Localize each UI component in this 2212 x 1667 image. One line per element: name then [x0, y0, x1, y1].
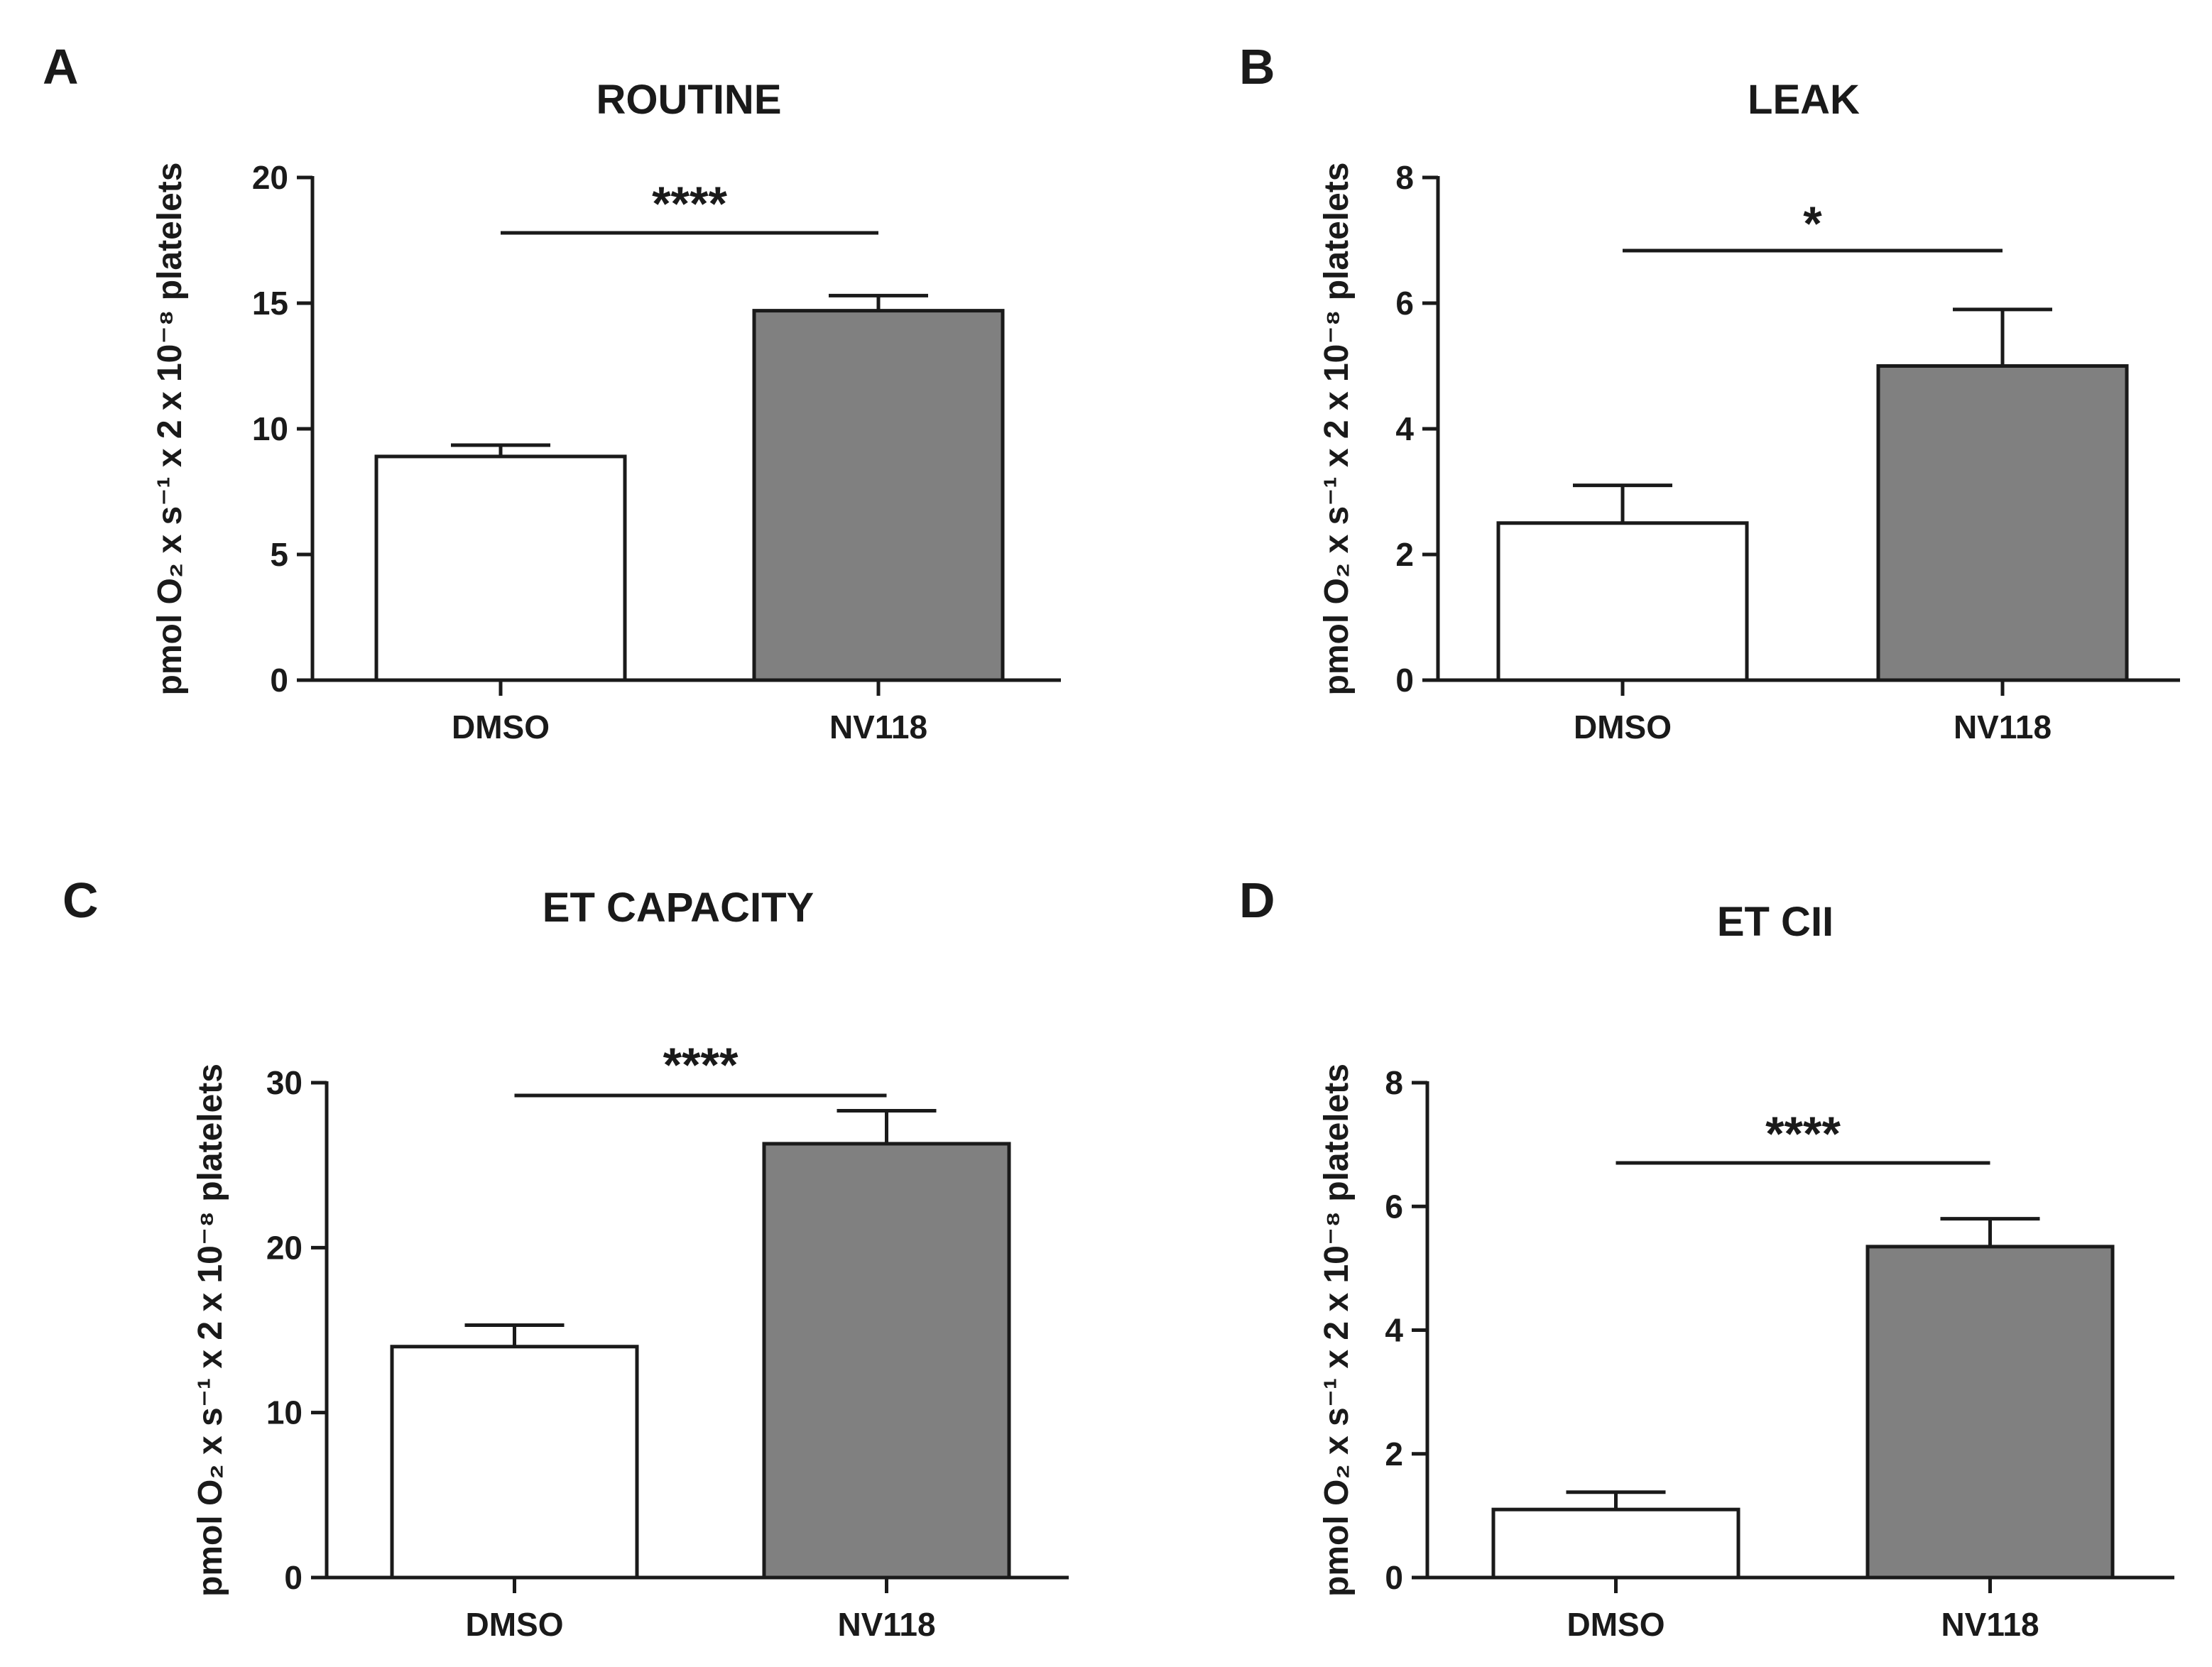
- significance-label: *: [1803, 197, 1822, 251]
- x-category-label: DMSO: [1574, 709, 1672, 745]
- y-axis-label: pmol O₂ x s⁻¹ x 2 x 10⁻⁸ platelets: [192, 1064, 229, 1597]
- panel-letter: A: [43, 39, 79, 94]
- x-category-label: NV118: [1941, 1606, 2039, 1643]
- y-tick-label: 15: [252, 285, 288, 322]
- significance-label: ****: [652, 177, 727, 231]
- panel-letter: D: [1239, 873, 1275, 928]
- x-category-label: NV118: [829, 709, 927, 745]
- y-tick-label: 0: [284, 1559, 303, 1596]
- y-tick-label: 8: [1385, 1064, 1403, 1101]
- bar-dmso: [390, 1345, 639, 1580]
- y-tick-label: 20: [252, 159, 288, 196]
- y-tick-label: 6: [1385, 1188, 1403, 1225]
- x-category-label: DMSO: [1567, 1606, 1665, 1643]
- bar-dmso: [1491, 1507, 1740, 1580]
- chart-title: LEAK: [1748, 77, 1860, 123]
- panel-letter: C: [62, 873, 99, 928]
- y-tick-label: 10: [252, 410, 288, 447]
- y-tick-label: 0: [270, 662, 288, 699]
- x-category-label: DMSO: [452, 709, 550, 745]
- x-category-label: NV118: [1954, 709, 2052, 745]
- bar-dmso: [1496, 521, 1749, 682]
- y-axis-label: pmol O₂ x s⁻¹ x 2 x 10⁻⁸ platelets: [1318, 163, 1356, 696]
- panel-letter: B: [1239, 39, 1275, 94]
- y-tick-label: 5: [270, 536, 288, 573]
- chart-title: ROUTINE: [596, 77, 782, 123]
- y-tick-label: 2: [1395, 536, 1414, 573]
- x-category-label: NV118: [837, 1606, 935, 1643]
- bar-nv118: [762, 1142, 1011, 1580]
- y-axis-label: pmol O₂ x s⁻¹ x 2 x 10⁻⁸ platelets: [1318, 1064, 1356, 1597]
- significance-label: ****: [663, 1038, 739, 1092]
- bar-nv118: [1865, 1245, 2115, 1580]
- significance-label: ****: [1765, 1107, 1841, 1161]
- bar-nv118: [752, 309, 1005, 682]
- y-tick-label: 4: [1395, 410, 1414, 447]
- y-tick-label: 0: [1385, 1559, 1403, 1596]
- y-tick-label: 20: [266, 1229, 303, 1266]
- y-tick-label: 4: [1385, 1312, 1403, 1349]
- y-tick-label: 0: [1395, 662, 1414, 699]
- bar-nv118: [1876, 364, 2129, 682]
- x-category-label: DMSO: [466, 1606, 564, 1643]
- bar-dmso: [374, 454, 627, 682]
- y-tick-label: 2: [1385, 1436, 1403, 1472]
- y-tick-label: 30: [266, 1064, 303, 1101]
- chart-title: ET CAPACITY: [543, 885, 814, 931]
- y-tick-label: 10: [266, 1394, 303, 1431]
- chart-title: ET CII: [1717, 899, 1834, 945]
- y-tick-label: 6: [1395, 285, 1414, 322]
- y-tick-label: 8: [1395, 159, 1414, 196]
- y-axis-label: pmol O₂ x s⁻¹ x 2 x 10⁻⁸ platelets: [151, 163, 189, 696]
